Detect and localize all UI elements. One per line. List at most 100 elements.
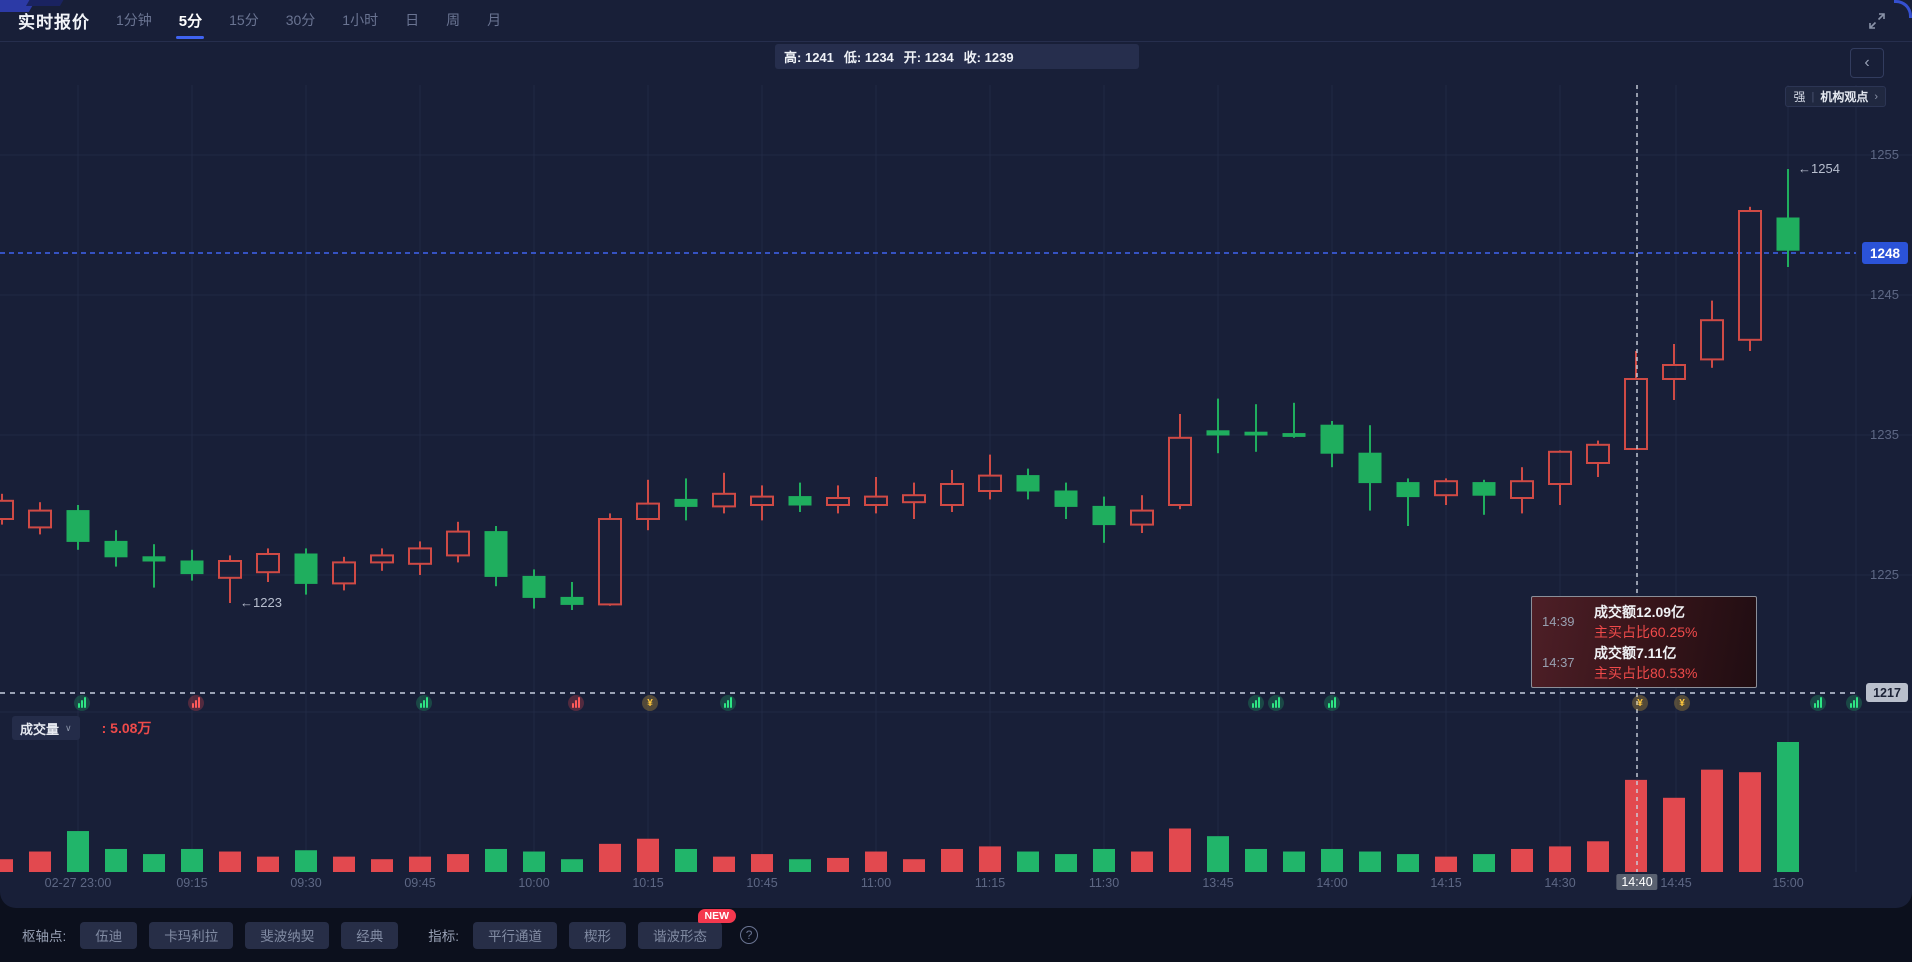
- tab-5分[interactable]: 5分: [179, 0, 202, 41]
- event-green-icon[interactable]: [1268, 695, 1284, 711]
- time-axis-label: 14:15: [1430, 876, 1462, 890]
- candle-7: [256, 553, 280, 574]
- time-axis-label: 09:30: [290, 876, 322, 890]
- tab-月[interactable]: 月: [487, 12, 502, 28]
- volume-bar-8: [295, 850, 317, 872]
- tooltip-time: 14:37: [1542, 655, 1575, 670]
- event-green-icon[interactable]: [720, 695, 736, 711]
- price-axis-label: 1235: [1870, 427, 1899, 442]
- pivot-button-经典[interactable]: 经典: [341, 921, 399, 949]
- time-axis-label: 14:45: [1660, 876, 1692, 890]
- candle-45: [1700, 319, 1724, 361]
- tab-日[interactable]: 日: [405, 12, 420, 28]
- price-annotation: ←1254: [1798, 161, 1840, 176]
- crosshair-time-badge: 14:40: [1616, 874, 1658, 890]
- event-green-icon[interactable]: [1324, 695, 1340, 711]
- tooltip-time: 14:39: [1542, 614, 1575, 629]
- pane-low-badge: 1217: [1866, 683, 1908, 702]
- event-green-icon[interactable]: [416, 695, 432, 711]
- price-axis-label: 1225: [1870, 567, 1899, 582]
- candle-37: [1396, 482, 1420, 498]
- pivot-button-斐波纳契[interactable]: 斐波纳契: [245, 921, 330, 949]
- time-axis-label: 13:45: [1202, 876, 1234, 890]
- candle-26: [978, 474, 1002, 493]
- page-title: 实时报价: [18, 13, 90, 32]
- collapse-icon[interactable]: [1866, 10, 1888, 32]
- ohlc-close: 收: 1239: [963, 50, 1014, 65]
- event-gold-icon[interactable]: ¥: [1674, 695, 1690, 711]
- event-red-icon[interactable]: [188, 695, 204, 711]
- candle-0: [0, 499, 14, 520]
- event-green-icon[interactable]: [1846, 695, 1862, 711]
- tab-30分[interactable]: 30分: [285, 12, 316, 28]
- event-green-icon[interactable]: [1248, 695, 1264, 711]
- candle-25: [940, 483, 964, 506]
- volume-bar-33: [1245, 848, 1267, 872]
- time-axis-label: 11:15: [974, 876, 1006, 890]
- event-red-icon[interactable]: [568, 695, 584, 711]
- help-icon[interactable]: ?: [740, 926, 759, 944]
- chart-canvas[interactable]: [0, 0, 1912, 908]
- volume-bar-10: [371, 859, 393, 872]
- tab-15分[interactable]: 15分: [229, 12, 259, 28]
- pivot-points-label: 枢轴点:: [22, 929, 67, 944]
- volume-bar-21: [789, 859, 811, 872]
- event-gold-icon[interactable]: ¥: [1632, 695, 1648, 711]
- tab-1分钟[interactable]: 1分钟: [116, 12, 152, 28]
- volume-bar-20: [751, 854, 773, 872]
- indicator-button-谐波形态[interactable]: 谐波形态 NEW: [638, 908, 737, 949]
- price-axis-label: 1245: [1870, 287, 1899, 302]
- volume-bar-42: [1587, 841, 1609, 872]
- candle-41: [1548, 450, 1572, 485]
- institution-view-badge[interactable]: 强 | 机构观点 ›: [1785, 86, 1886, 107]
- tooltip-turnover: 成交额7.11亿: [1594, 644, 1677, 661]
- candle-16: [598, 518, 622, 606]
- candle-2: [66, 510, 90, 542]
- volume-bar-28: [1055, 854, 1077, 872]
- volume-bar-43: [1625, 779, 1647, 872]
- candle-15: [560, 596, 584, 605]
- time-axis-label: 09:15: [176, 876, 208, 890]
- volume-bar-40: [1511, 848, 1533, 872]
- tab-1小时[interactable]: 1小时: [342, 12, 379, 28]
- ohlc-readout-bar: 高: 1241 低: 1234 开: 1234 收: 1239: [775, 44, 1139, 69]
- pivot-button-卡玛利拉[interactable]: 卡玛利拉: [149, 921, 234, 949]
- volume-bar-38: [1435, 856, 1457, 872]
- tooltip-turnover: 成交额12.09亿: [1594, 603, 1686, 620]
- candle-39: [1472, 482, 1496, 496]
- price-axis-label: 1255: [1870, 147, 1899, 162]
- indicator-button-平行通道[interactable]: 平行通道: [473, 921, 558, 949]
- chevron-down-icon: ∨: [65, 722, 72, 733]
- back-chevron-button[interactable]: ‹: [1850, 48, 1884, 78]
- volume-bar-12: [447, 854, 469, 872]
- volume-bar-17: [637, 838, 659, 872]
- event-green-icon[interactable]: [1810, 695, 1826, 711]
- tooltip-row: 14:39 成交额12.09亿 主买占比60.25%: [1532, 602, 1756, 642]
- tab-周[interactable]: 周: [446, 12, 461, 28]
- timeframe-tabs: 1分钟 5分 15分 30分 1小时 日 周 月: [116, 0, 501, 41]
- time-axis-label: 14:30: [1544, 876, 1576, 890]
- volume-bar-23: [865, 851, 887, 872]
- last-price-badge: 1248: [1862, 242, 1908, 264]
- candle-27: [1016, 475, 1040, 492]
- volume-bar-15: [561, 859, 583, 872]
- volume-bar-4: [143, 854, 165, 872]
- volume-bar-30: [1131, 851, 1153, 872]
- volume-bar-47: [1777, 742, 1799, 872]
- price-annotation: ←1223: [240, 595, 282, 610]
- candle-6: [218, 560, 242, 579]
- pivot-button-伍迪[interactable]: 伍迪: [80, 921, 138, 949]
- indicator-button-楔形[interactable]: 楔形: [569, 921, 627, 949]
- volume-indicator-dropdown[interactable]: 成交量 ∨: [12, 716, 80, 740]
- indicator-button-label: 谐波形态: [653, 929, 708, 944]
- candle-46: [1738, 210, 1762, 341]
- time-axis-label: 10:45: [746, 876, 778, 890]
- event-gold-icon[interactable]: ¥: [642, 695, 658, 711]
- volume-bar-37: [1397, 854, 1419, 872]
- candle-36: [1358, 452, 1382, 484]
- header: 实时报价 1分钟 5分 15分 30分 1小时 日 周 月: [0, 0, 1912, 42]
- time-axis-label: 09:45: [404, 876, 436, 890]
- candle-10: [370, 554, 394, 564]
- event-green-icon[interactable]: [74, 695, 90, 711]
- volume-bar-25: [941, 848, 963, 872]
